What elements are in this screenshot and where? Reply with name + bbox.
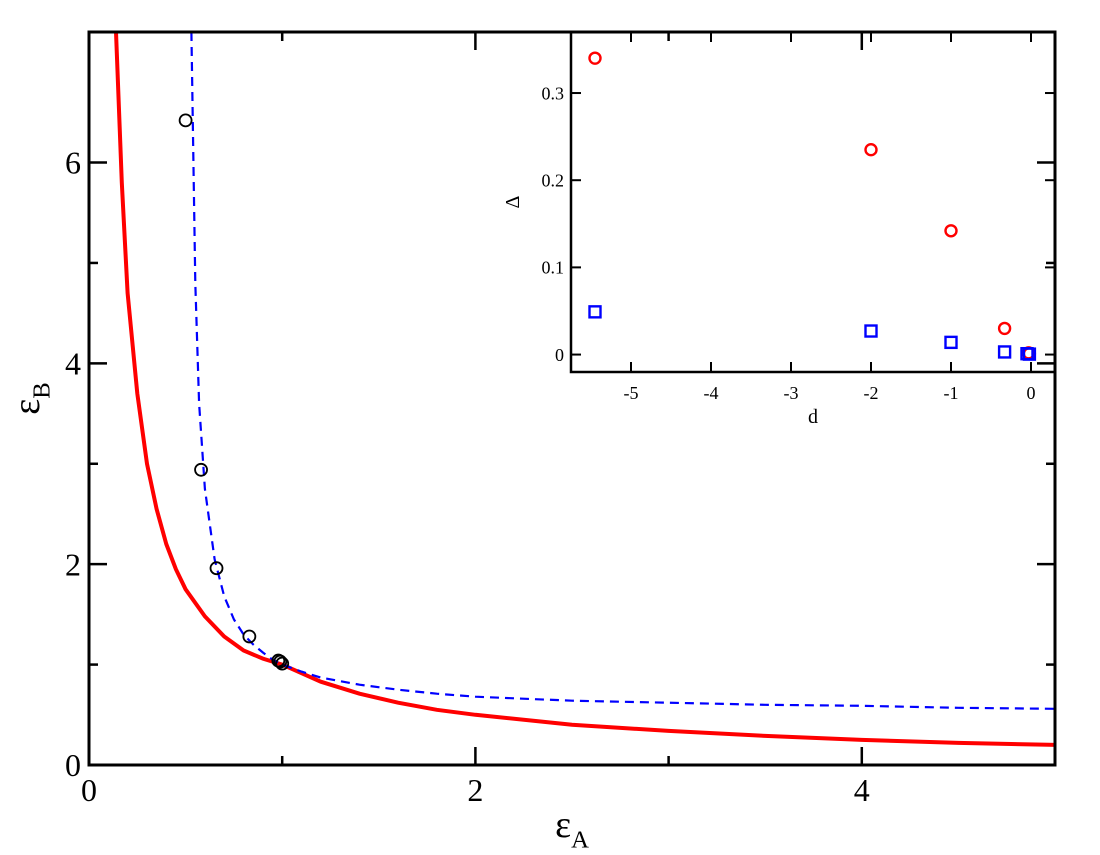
square-marker-1-2 [944, 335, 958, 350]
circle-marker-0-2 [944, 224, 958, 238]
x-tick-label-0-0: 0 [81, 772, 97, 808]
circle-marker-2-1 [194, 462, 208, 477]
square-marker-1-0 [588, 305, 602, 319]
y-axis-label-main-0: ε [6, 399, 48, 415]
y-axis-label-main-1: Δ [502, 195, 524, 208]
x-tick-label-0-1: 2 [467, 772, 483, 808]
x-tick-label-1-1: -4 [704, 383, 719, 403]
y-tick-label-0-2: 4 [65, 346, 81, 382]
y-tick-label-0-1: 2 [65, 546, 81, 582]
x-tick-label-1-4: -1 [944, 383, 959, 403]
solid-curve-series-0 [114, 32, 1055, 747]
y-tick-label-0-3: 6 [65, 145, 81, 181]
x-tick-label-1-2: -3 [784, 383, 799, 403]
square-marker-1-3 [997, 345, 1012, 359]
y-axis-label-sub-0: B [29, 382, 56, 398]
x-axis-label-main-0: ε [555, 804, 571, 846]
circle-marker-2-5 [273, 654, 288, 669]
plot-frame-1 [569, 30, 1057, 374]
circle-marker-2-3 [242, 629, 257, 644]
dashed-curve-series-1 [190, 32, 1055, 710]
plot-area-0 [114, 32, 1055, 747]
x-axis-label-main-1: d [808, 406, 818, 428]
x-tick-label-1-0: -5 [624, 383, 639, 403]
x-tick-label-1-5: 0 [1027, 383, 1036, 403]
square-marker-1-5 [1022, 347, 1037, 361]
y-tick-label-1-1: 0.1 [542, 258, 565, 278]
y-tick-label-1-3: 0.3 [542, 83, 565, 103]
y-tick-label-0-0: 0 [65, 747, 81, 783]
x-axis-label-0: εA [555, 804, 589, 850]
inset-plot: -5 -4 -3 -2 -1 0 0 0.1 0.2 0.3 d Δ [502, 30, 1057, 428]
y-axis-label-1: Δ [502, 195, 524, 208]
x-axis-label-sub-0: A [571, 827, 589, 850]
y-tick-label-1-0: 0 [555, 345, 564, 365]
circle-marker-0-1 [864, 142, 878, 157]
circle-marker-2-0 [178, 113, 193, 128]
y-tick-label-1-2: 0.2 [542, 171, 565, 191]
x-axis-label-1: d [808, 406, 818, 428]
circle-marker-2-6 [275, 656, 290, 671]
y-axis-label-0: εB [6, 382, 56, 414]
x-tick-label-0-2: 4 [854, 772, 870, 808]
circle-marker-0-0 [588, 51, 602, 65]
square-marker-1-1 [864, 324, 878, 338]
circle-marker-0-3 [997, 321, 1012, 336]
circle-marker-2-2 [209, 561, 224, 576]
plot-area-1 [588, 51, 1037, 361]
x-tick-label-1-3: -2 [864, 383, 879, 403]
